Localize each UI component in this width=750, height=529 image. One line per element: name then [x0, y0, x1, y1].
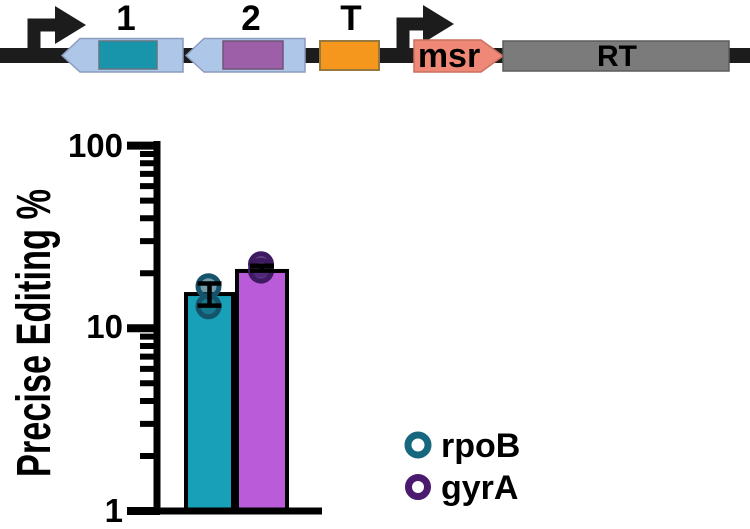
- cassette-1-label: 1: [116, 0, 135, 38]
- promoter-arrow-icon-1: [27, 6, 86, 55]
- cassette-2-label: 2: [241, 0, 260, 38]
- legend-marker-rpoB-icon: [404, 431, 432, 459]
- bar-chart: 100 10 1 Precise Editing % rpoB gyrA: [8, 127, 520, 529]
- legend-label-rpoB: rpoB: [441, 427, 520, 465]
- cassette-2-insert: [222, 40, 284, 70]
- y-tick-label-1: 1: [105, 492, 123, 529]
- cassette-1-insert: [98, 40, 158, 70]
- chart-legend: rpoB gyrA: [404, 427, 520, 507]
- bar-gyrA: [235, 268, 289, 513]
- bar-rpoB: [184, 292, 235, 514]
- rt-box: [502, 40, 730, 72]
- y-tick-label-100: 100: [68, 127, 123, 164]
- chart-plot-area: [127, 141, 322, 515]
- gene-construct-diagram: 1 2 T msr RT: [0, 0, 750, 75]
- terminator-box: [319, 40, 380, 71]
- y-tick-label-10: 10: [86, 308, 123, 345]
- msr-label: msr: [418, 37, 480, 75]
- cassette-1: [60, 37, 184, 73]
- terminator-label: T: [340, 0, 361, 38]
- promoter-arrow-icon-2: [396, 5, 454, 55]
- rt-label: RT: [597, 40, 637, 73]
- legend-marker-gyrA-icon: [405, 474, 431, 500]
- legend-label-gyrA: gyrA: [441, 469, 518, 507]
- y-axis-title: Precise Editing %: [8, 189, 61, 477]
- msr-arrow: [413, 39, 505, 73]
- cassette-2: [184, 37, 306, 73]
